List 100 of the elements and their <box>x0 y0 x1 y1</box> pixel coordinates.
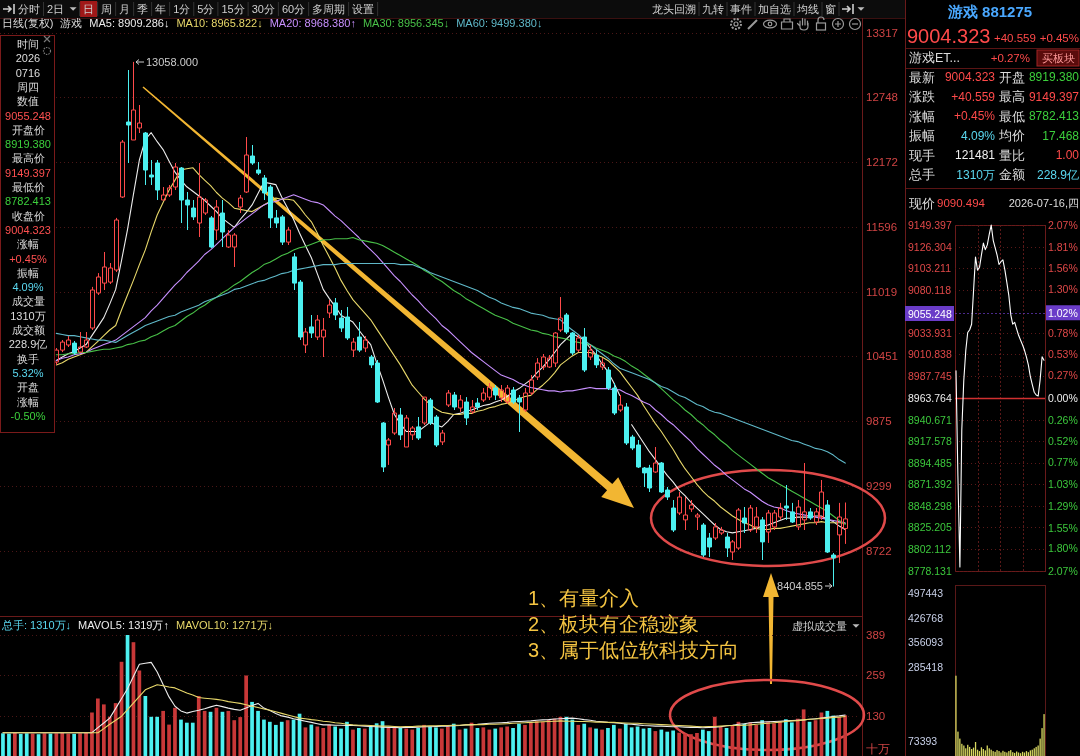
candlestick <box>244 136 249 194</box>
candlestick <box>381 421 386 473</box>
line-series <box>955 224 1045 568</box>
annotation: 涨幅 <box>17 238 39 251</box>
bar <box>623 723 628 756</box>
text: 8919.380 <box>1028 70 1080 84</box>
annotation: 2026 <box>15 52 41 65</box>
y-tick-label: 9033.931 <box>908 326 952 339</box>
candlestick <box>475 397 480 411</box>
annotation: 8919.380 <box>5 138 51 151</box>
bar <box>190 722 195 756</box>
text: 量比 <box>999 147 1025 163</box>
bar <box>706 731 711 756</box>
bar <box>339 728 343 756</box>
bar <box>588 727 592 756</box>
y-tick-label: 9103.211 <box>908 262 952 275</box>
y-tick-label: 8871.392 <box>908 478 952 491</box>
y-tick-label: 285418 <box>908 660 944 673</box>
bar <box>84 733 88 756</box>
bar <box>113 703 118 756</box>
candlestick <box>416 416 421 441</box>
candlestick <box>683 496 688 531</box>
text: 均线 <box>796 3 819 15</box>
bar <box>321 728 326 756</box>
candlestick <box>790 502 795 524</box>
text: 15分 <box>221 3 245 15</box>
y-tick-label: 259 <box>866 669 886 682</box>
bar <box>784 719 788 756</box>
annotation: 成交量 <box>11 295 45 308</box>
annotation: 收盘价 <box>11 209 45 222</box>
text: 最低 <box>999 108 1025 124</box>
candlestick <box>582 327 587 373</box>
text: MA20: 8968.380↑ <box>269 17 356 29</box>
line-series <box>55 262 846 464</box>
annotation: 周四 <box>17 80 39 93</box>
bar <box>7 733 11 756</box>
text: 分时 <box>18 3 40 15</box>
candlestick <box>594 349 599 369</box>
text: 日 <box>83 3 95 15</box>
bar <box>351 729 355 756</box>
bar <box>196 696 201 756</box>
y-tick-label: 73393 <box>908 734 938 747</box>
text: 9004.323 <box>907 25 991 47</box>
candlestick <box>256 161 261 176</box>
text: 涨跌 <box>909 89 935 104</box>
annotation: 13058.000 <box>146 56 198 68</box>
text: 121481 <box>954 148 996 162</box>
chart-subtitle: 游戏 <box>60 17 83 29</box>
annotation: +0.45% <box>9 252 48 265</box>
candlestick <box>309 314 314 339</box>
y2-tick-label: 0.78% <box>1048 326 1078 339</box>
text: 涨幅 <box>909 108 935 124</box>
bar <box>600 729 604 756</box>
annotation: 8404.855 <box>777 580 823 592</box>
bar <box>683 733 687 756</box>
bar <box>232 720 237 756</box>
y-tick-label: 8987.745 <box>908 369 952 382</box>
candlestick <box>446 389 451 408</box>
bar <box>1 733 5 756</box>
y2-tick-label: 0.53% <box>1048 347 1078 360</box>
text: 228.9亿 <box>1036 167 1079 182</box>
annotation: 时间 <box>17 38 39 50</box>
y-tick-label: 426768 <box>908 611 944 624</box>
candlestick <box>143 131 148 186</box>
bar <box>244 675 248 756</box>
bar <box>30 733 35 756</box>
text: 8782.413 <box>1028 109 1080 123</box>
candlestick <box>363 335 368 353</box>
candlestick <box>250 144 255 166</box>
annotation: 1、有量介入 <box>528 587 640 609</box>
text: 2026-07-16,四 <box>1008 197 1079 209</box>
candlestick <box>303 327 308 354</box>
bar <box>404 728 409 756</box>
bar <box>250 701 254 756</box>
y2-tick-label: 1.56% <box>1048 261 1078 274</box>
bar <box>90 712 94 756</box>
candlestick <box>209 215 214 249</box>
bar <box>665 731 670 756</box>
text: 季 <box>137 3 149 15</box>
candlestick <box>689 499 694 513</box>
text: 均价 <box>998 128 1025 143</box>
candlestick <box>825 499 830 554</box>
candlestick <box>653 446 658 474</box>
annotation: 9149.397 <box>5 166 51 179</box>
bar <box>440 728 444 756</box>
y-tick-label: 356093 <box>908 636 944 649</box>
text: 游戏 881275 <box>946 2 1033 20</box>
candlestick <box>588 344 593 361</box>
text: 最高 <box>999 89 1025 104</box>
bar <box>837 717 842 756</box>
candlestick <box>238 194 243 214</box>
text: 加自选 <box>758 3 791 15</box>
y2-tick-label: 0.77% <box>1048 456 1078 469</box>
bar <box>606 728 610 756</box>
candlestick <box>351 337 356 358</box>
annotation: 换手 <box>17 352 39 365</box>
bar <box>451 723 456 756</box>
y-tick-label: 8963.764 <box>908 392 952 404</box>
candlestick <box>808 507 813 521</box>
bar <box>760 720 764 756</box>
